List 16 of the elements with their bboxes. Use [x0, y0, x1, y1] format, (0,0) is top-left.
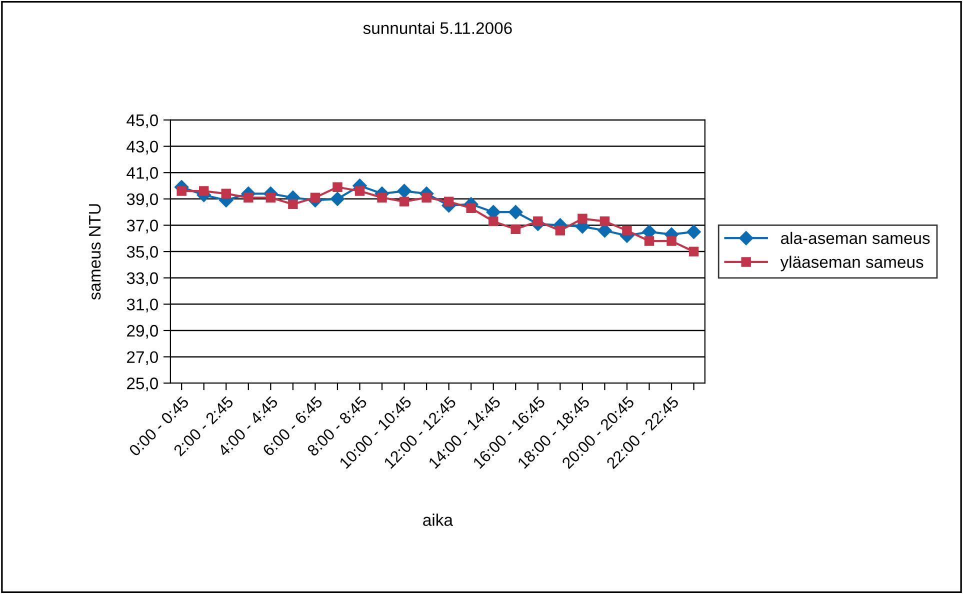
y-tick-label: 27,0: [127, 351, 158, 365]
y-tick-label: 41,0: [126, 167, 158, 181]
y-tick-label: 35,0: [126, 246, 158, 260]
y-axis-title: sameus NTU: [89, 204, 101, 300]
x-axis-title: aika: [423, 514, 453, 526]
y-tick-label: 45,0: [126, 114, 158, 128]
y-tick-label: 31,0: [126, 298, 158, 312]
y-tick-label: 25,0: [127, 378, 158, 392]
legend-label: yläaseman sameus: [780, 256, 924, 272]
y-tick-label: 37,0: [126, 220, 158, 234]
y-tick-label: 39,0: [126, 193, 158, 208]
y-tick-label: 33,0: [126, 272, 158, 286]
y-tick-label: 43,0: [126, 140, 158, 154]
y-tick-label: 29,0: [127, 324, 158, 339]
legend-label: ala-aseman sameus: [780, 232, 930, 244]
chart-title: sunnuntai 5.11.2006: [363, 22, 512, 34]
